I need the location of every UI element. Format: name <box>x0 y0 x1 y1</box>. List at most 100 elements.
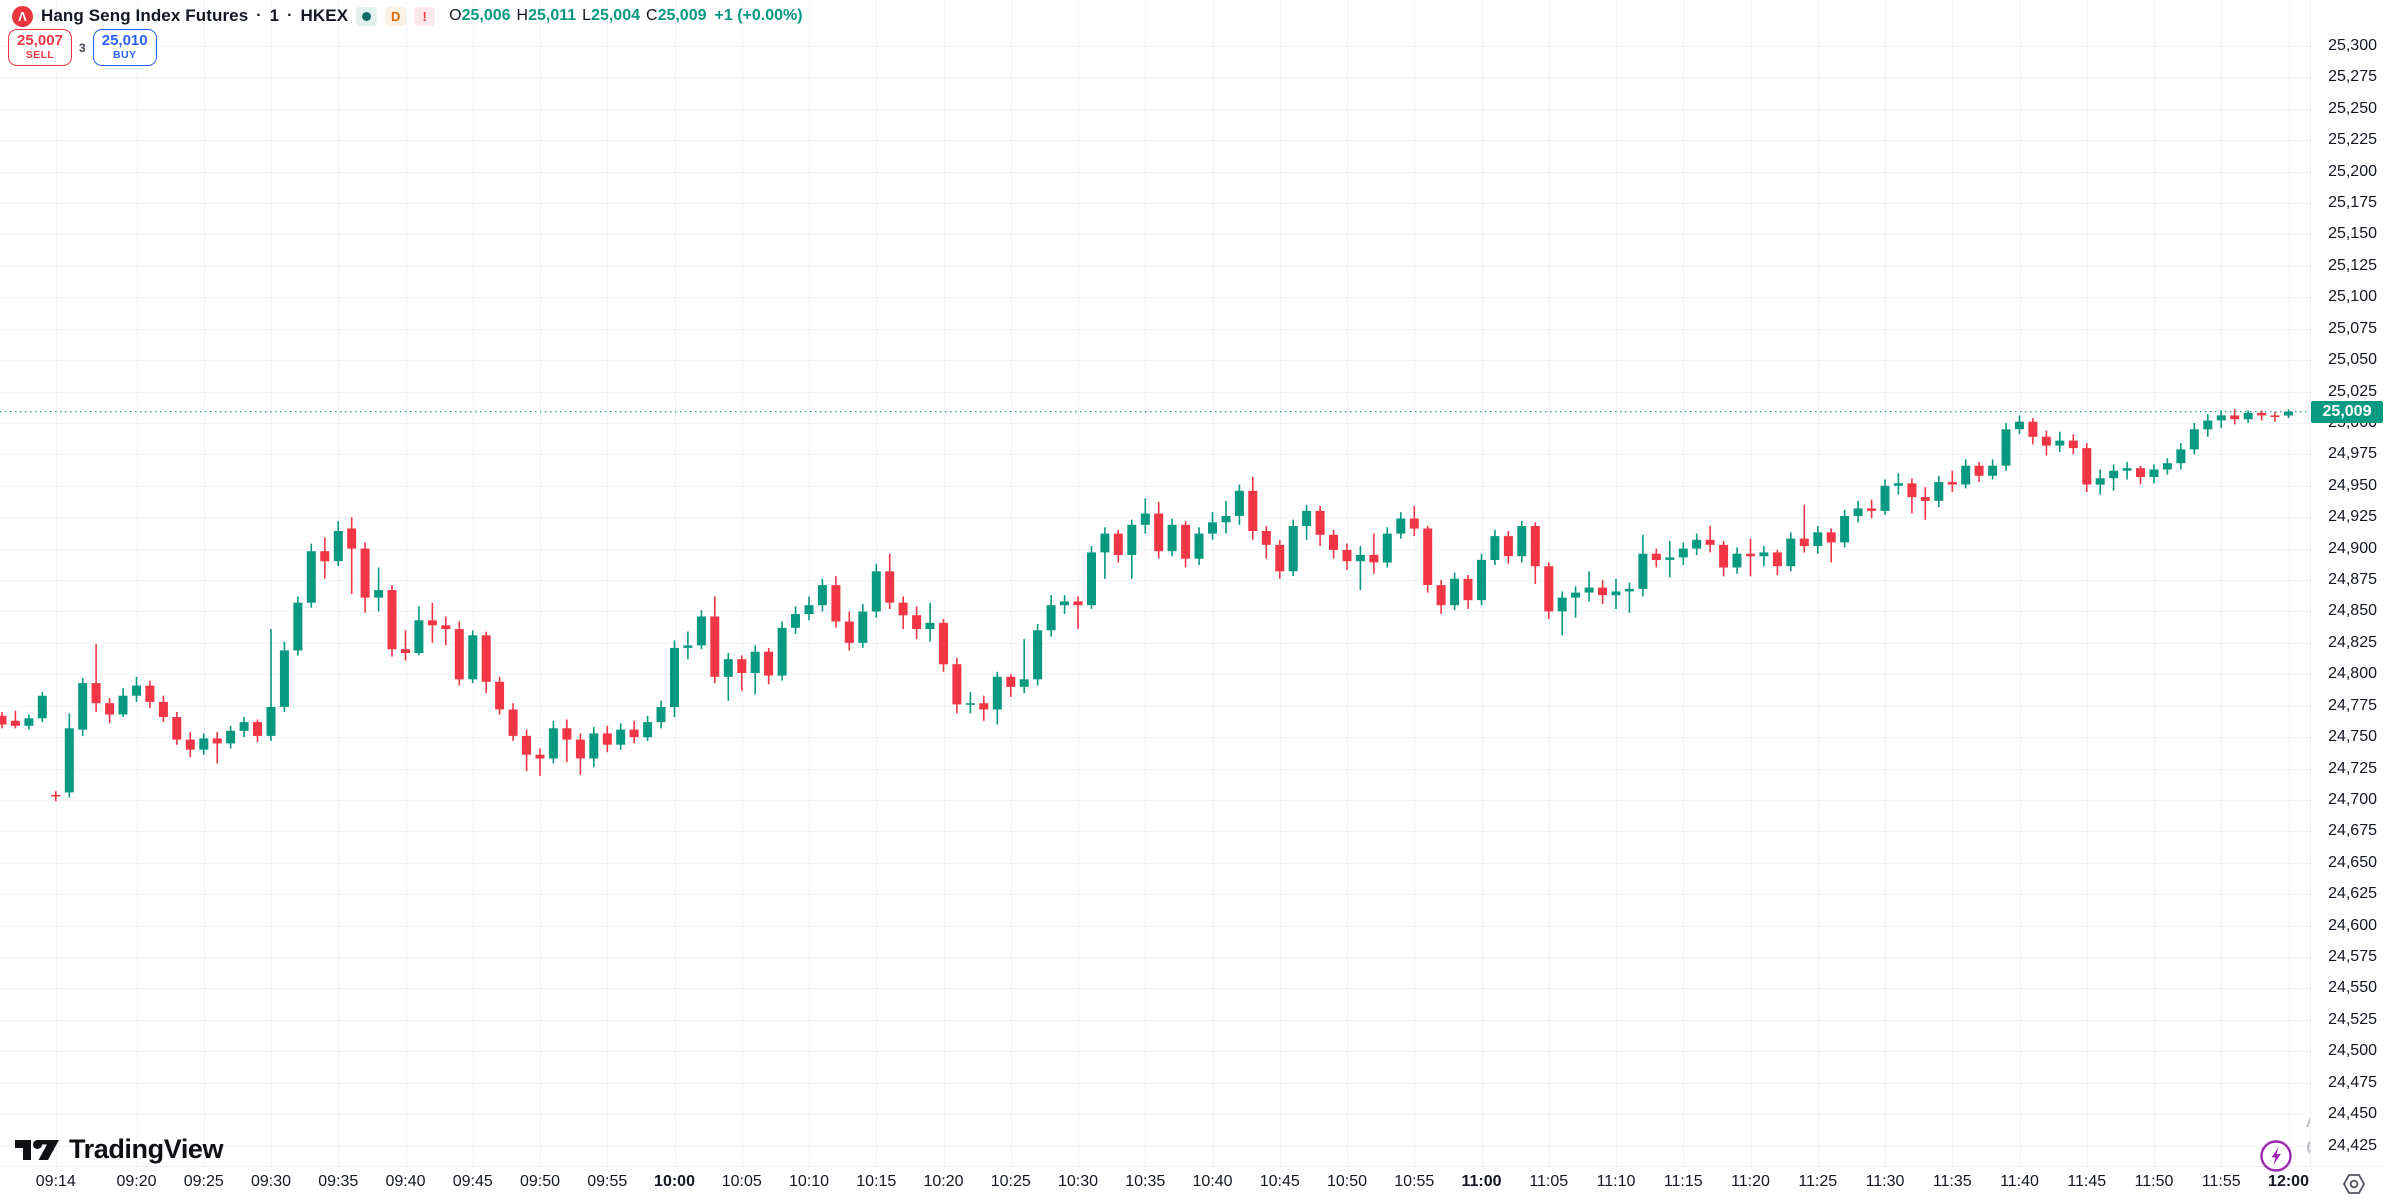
candle-09:42 <box>427 602 437 643</box>
time-axis[interactable]: 09:14 09:20 09:25 09:30 09:35 09:40 09:45 09:50… <box>0 1166 2384 1200</box>
candle-11:50 <box>2149 464 2159 484</box>
candle-10:31 <box>1087 546 1096 609</box>
price-axis-label: 25,150 <box>2328 225 2377 243</box>
time-axis-label: 10:45 <box>1259 1173 1300 1190</box>
candle-09:12 <box>24 714 34 730</box>
price-axis-label: 25,100 <box>2328 288 2377 306</box>
time-axis-label: 10:30 <box>1057 1173 1099 1190</box>
time-axis-label: 11:25 <box>1798 1173 1838 1190</box>
price-axis-label: 24,625 <box>2328 885 2377 903</box>
candle-11:34 <box>1934 475 1944 508</box>
candle-11:57 <box>2243 410 2253 423</box>
candle-10:39 <box>1194 527 1204 565</box>
candle-09:24 <box>185 732 195 758</box>
candle-09:35 <box>333 521 343 567</box>
candle-10:40 <box>1208 512 1217 540</box>
tradingview-logo-text: TradingView <box>69 1134 224 1164</box>
candle-09:37 <box>360 542 370 613</box>
legend-separator: · <box>287 7 293 24</box>
candle-11:29 <box>1867 499 1876 519</box>
candle-09:39 <box>387 585 397 657</box>
interval-label[interactable]: 1 <box>269 6 280 25</box>
tradingview-logo[interactable]: TradingView <box>14 1134 224 1165</box>
price-axis-label: 25,250 <box>2328 99 2377 117</box>
candle-11:38 <box>1988 459 1998 480</box>
candle-10:35 <box>1140 498 1150 534</box>
price-scale-settings-button[interactable] <box>2341 1172 2367 1196</box>
candle-10:32 <box>1100 527 1110 579</box>
time-axis-label: 10:55 <box>1394 1173 1435 1190</box>
candle-11:09 <box>1598 580 1607 604</box>
candle-10:49 <box>1329 529 1338 559</box>
time-axis-label: 09:35 <box>318 1173 359 1190</box>
notice-badge[interactable]: ! <box>414 6 436 26</box>
candle-10:58 <box>1450 572 1460 611</box>
candle-09:16 <box>78 678 88 736</box>
candle-09:32 <box>293 596 303 656</box>
candle-09:19 <box>118 688 128 717</box>
market-open-status-icon[interactable] <box>356 6 378 26</box>
delayed-data-badge[interactable]: D <box>385 6 407 26</box>
candle-11:36 <box>1961 459 1971 489</box>
candle-11:16 <box>1692 533 1702 555</box>
candle-09:36 <box>347 517 357 594</box>
time-axis-label: 12:00 <box>2268 1173 2309 1190</box>
time-axis-label: 09:50 <box>519 1173 561 1190</box>
candle-10:48 <box>1315 505 1325 547</box>
candle-11:41 <box>2028 418 2038 445</box>
price-axis-label: 25,075 <box>2328 319 2377 337</box>
candle-11:12 <box>1638 534 1648 597</box>
candlestick-chart-canvas[interactable] <box>0 0 2310 1166</box>
price-axis-label: 25,175 <box>2328 194 2377 212</box>
instant-order-lightning-button[interactable] <box>2259 1139 2293 1173</box>
sell-button[interactable]: 25,007 SELL <box>8 29 72 66</box>
candle-09:31 <box>279 641 289 712</box>
price-axis-label: 25,125 <box>2328 256 2377 274</box>
legend-separator: · <box>256 7 262 24</box>
time-axis-label: 09:40 <box>385 1173 426 1190</box>
price-axis-label: 24,525 <box>2328 1010 2377 1028</box>
time-axis-label: 10:40 <box>1192 1173 1233 1190</box>
candle-09:10 <box>0 712 7 729</box>
candle-09:49 <box>522 729 531 772</box>
price-axis[interactable]: 25,300 25,275 25,250 25,225 25,200 25,175 25,1… <box>2310 0 2384 1166</box>
candle-09:47 <box>495 676 505 715</box>
symbol-title[interactable]: Hang Seng Index Futures <box>41 6 249 25</box>
candle-11:04 <box>1530 522 1540 584</box>
buy-button[interactable]: 25,010 BUY <box>92 29 157 66</box>
price-axis-label: 25,225 <box>2328 131 2377 149</box>
candle-09:27 <box>226 725 236 749</box>
time-axis-label: 11:35 <box>1932 1173 1972 1190</box>
candle-11:44 <box>2068 434 2078 455</box>
candle-10:28 <box>1046 595 1056 637</box>
candle-09:23 <box>172 712 182 745</box>
candle-09:14 <box>51 791 61 802</box>
price-axis-label: 24,925 <box>2328 508 2377 526</box>
time-axis-label: 10:50 <box>1326 1173 1368 1190</box>
exchange-label[interactable]: HKEX <box>300 6 349 25</box>
candle-10:56 <box>1423 526 1433 593</box>
price-axis-label: 25,275 <box>2328 68 2377 86</box>
candle-10:22 <box>965 691 975 714</box>
price-axis-label: 24,650 <box>2328 853 2377 871</box>
candle-10:15 <box>871 563 881 618</box>
candle-11:17 <box>1705 526 1715 553</box>
price-axis-label: 24,425 <box>2328 1136 2377 1154</box>
candle-10:03 <box>710 596 720 684</box>
time-axis-label: 09:45 <box>452 1173 493 1190</box>
candle-11:11 <box>1624 582 1634 613</box>
gear-icon <box>2342 1174 2366 1194</box>
candle-10:46 <box>1288 519 1298 577</box>
open-value: 25,006 <box>461 7 511 24</box>
candle-10:55 <box>1409 505 1419 537</box>
candle-11:19 <box>1732 547 1742 574</box>
lightning-bolt-icon <box>2260 1140 2292 1172</box>
change-value: +1 (+0.00%) <box>714 7 803 24</box>
price-axis-label: 24,900 <box>2328 539 2377 557</box>
time-axis-label: 09:14 <box>35 1173 76 1190</box>
candle-09:41 <box>414 606 424 656</box>
candle-10:16 <box>885 553 895 609</box>
candle-11:10 <box>1611 578 1621 609</box>
candle-09:44 <box>454 621 464 686</box>
candle-11:21 <box>1759 546 1769 567</box>
